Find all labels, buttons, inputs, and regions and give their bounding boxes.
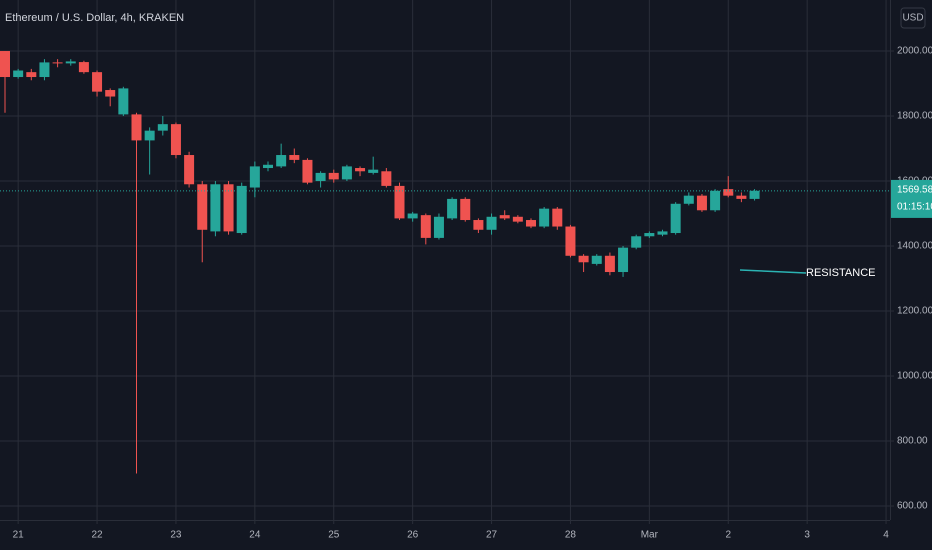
candle-body [618, 247, 629, 273]
last-price-box [891, 179, 932, 218]
candle-body [315, 172, 326, 182]
y-tick-label: 2000.00 [897, 46, 932, 57]
candle-body [420, 215, 431, 238]
candle-body [696, 195, 707, 211]
candle-body [355, 168, 366, 172]
candle-body [289, 155, 300, 160]
candle-body [683, 195, 694, 204]
candle-body [170, 124, 181, 156]
candle-body [710, 190, 721, 211]
candle-body [433, 216, 444, 238]
candle-body [657, 231, 668, 235]
candle-body [197, 184, 208, 230]
candle-body [723, 189, 734, 196]
candle-body [249, 166, 260, 188]
plot: RESISTANCE [0, 51, 890, 474]
y-tick-label: 1000.00 [897, 371, 932, 382]
last-price-label: 1569.58 [897, 185, 932, 196]
y-tick-label: 1200.00 [897, 306, 932, 317]
candle-body [302, 159, 313, 183]
candle-body [736, 195, 747, 199]
candle-body [407, 213, 418, 219]
candle-body [144, 130, 155, 141]
candle-body [460, 198, 471, 221]
candle-body [223, 184, 234, 232]
candle-body [236, 185, 247, 234]
candle-body [105, 90, 116, 97]
candle-body [118, 88, 129, 115]
candle-body [276, 155, 287, 167]
x-tick-label: 25 [328, 530, 340, 541]
candle-body [591, 255, 602, 264]
countdown-label: 01:15:10 [897, 202, 932, 213]
x-tick-label: 28 [565, 530, 577, 541]
y-tick-label: 1400.00 [897, 241, 932, 252]
x-tick-label: 21 [13, 530, 25, 541]
candle-body [39, 62, 50, 78]
candle-body [26, 72, 37, 78]
candle-body [263, 164, 273, 169]
x-tick-label: 3 [804, 530, 810, 541]
candle-body [749, 190, 760, 199]
candle-body [447, 198, 458, 219]
candle-body [552, 208, 563, 227]
candle-body [131, 114, 142, 141]
x-tick-label: 4 [883, 530, 889, 541]
x-tick-label: 24 [249, 530, 261, 541]
candle-body [210, 184, 221, 232]
x-tick-label: 22 [91, 530, 103, 541]
candle-body [184, 155, 195, 185]
candle-body [381, 171, 392, 186]
currency-box[interactable] [900, 7, 926, 29]
candle-body [394, 185, 405, 219]
currency-label[interactable]: USD [902, 13, 923, 24]
candle-body [368, 169, 379, 173]
x-tick-label: 26 [407, 530, 419, 541]
y-tick-label: 600.00 [897, 501, 928, 512]
candle-body [604, 255, 615, 273]
candle-body [328, 172, 339, 180]
candle-body [565, 226, 576, 256]
y-tick-label: 1800.00 [897, 111, 932, 122]
candle-body [157, 124, 168, 131]
candle-body [78, 62, 89, 73]
candle-body [341, 166, 352, 180]
candle-body [0, 51, 10, 78]
candle-body [512, 216, 523, 222]
candle-body [526, 220, 536, 227]
x-tick-label: 2 [725, 530, 731, 541]
candle-body [631, 236, 642, 248]
candle-body [13, 70, 24, 78]
candle-body [670, 203, 681, 234]
candle-body [92, 72, 103, 92]
candle-body [578, 255, 589, 263]
x-tick-label: 23 [170, 530, 182, 541]
candle-body [52, 62, 63, 64]
candle-body [539, 208, 550, 227]
candle-body [499, 215, 510, 219]
candle-body [486, 216, 497, 230]
y-tick-label: 800.00 [897, 436, 928, 447]
chart-title: Ethereum / U.S. Dollar, 4h, KRAKEN [5, 12, 184, 24]
annotation-label: RESISTANCE [806, 267, 875, 279]
x-tick-label: 27 [486, 530, 498, 541]
annotation-line [739, 269, 807, 274]
x-tick-label: Mar [641, 530, 659, 541]
candle-body [65, 61, 76, 64]
candle-body [473, 220, 484, 230]
candle-body [644, 233, 655, 237]
